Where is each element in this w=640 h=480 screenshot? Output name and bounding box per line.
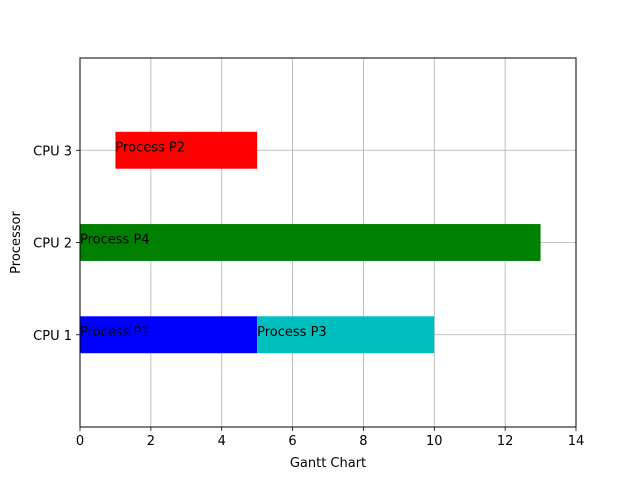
task-bar [80, 224, 541, 261]
x-tick-label: 4 [218, 434, 226, 449]
task-bars: Process P1 Process P3 Process P4 Process P2 [80, 131, 541, 354]
x-tick-label: 8 [359, 434, 367, 449]
task-bar-label: Process P4 [80, 233, 150, 248]
y-tick-label: CPU 1 [33, 329, 72, 344]
x-tick-label: 2 [147, 434, 155, 449]
task-bar [257, 316, 435, 354]
axis-ticks: 0 2 4 6 8 10 12 14 CPU 1 CPU 2 CPU 3 [33, 144, 584, 449]
task-bar-label: Process P1 [80, 325, 150, 340]
x-tick-label: 0 [76, 434, 84, 449]
task-bar [115, 131, 258, 169]
y-tick-label: CPU 3 [33, 144, 72, 159]
x-tick-label: 10 [426, 434, 443, 449]
x-tick-label: 12 [497, 434, 514, 449]
y-tick-label: CPU 2 [33, 237, 72, 252]
task-bar-label: Process P2 [115, 140, 185, 155]
x-tick-label: 6 [288, 434, 296, 449]
y-axis-label: Processor [9, 211, 24, 274]
x-axis-label: Gantt Chart [290, 456, 366, 471]
task-bar [80, 316, 258, 354]
task-bar-label: Process P3 [257, 325, 327, 340]
x-tick-label: 14 [568, 434, 585, 449]
